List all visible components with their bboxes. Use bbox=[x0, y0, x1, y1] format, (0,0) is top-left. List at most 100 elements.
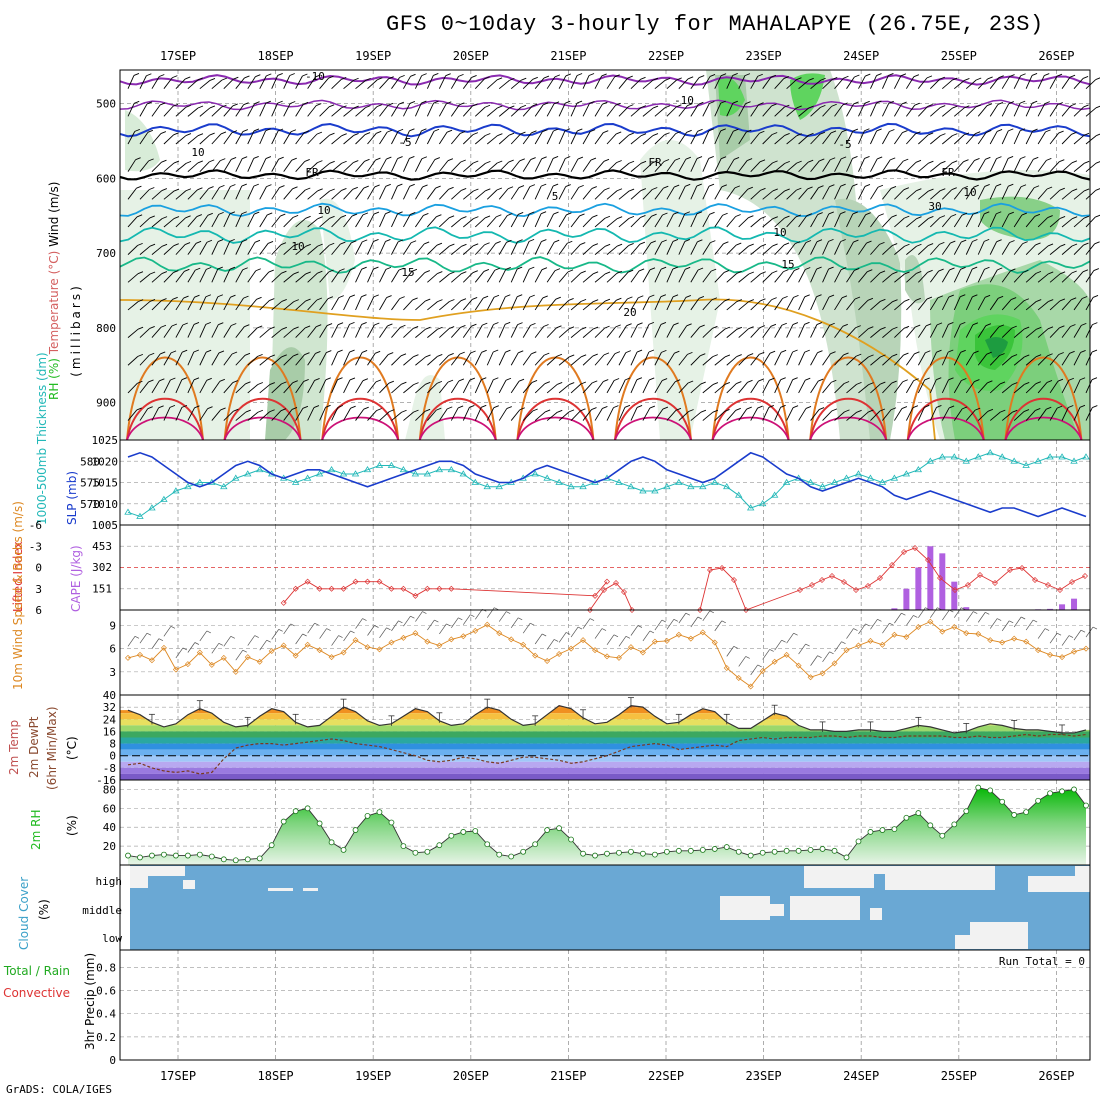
wind10-barb bbox=[355, 618, 363, 629]
wind-barb-flag bbox=[460, 159, 466, 163]
wind-barb bbox=[882, 103, 890, 117]
wind-barb-flag bbox=[771, 297, 777, 301]
data-marks bbox=[119, 70, 1100, 950]
wind-barb bbox=[319, 106, 330, 117]
wind-barb bbox=[630, 243, 641, 255]
date-label-bottom: 20SEP bbox=[453, 1069, 489, 1083]
wind10-barb bbox=[211, 643, 220, 654]
wind-barb bbox=[822, 353, 831, 366]
wind-barb-flag bbox=[997, 295, 1004, 299]
wind-barb bbox=[594, 327, 605, 338]
wind-barb bbox=[906, 190, 917, 200]
wind-barb bbox=[630, 407, 638, 421]
wind-barb bbox=[618, 106, 629, 117]
wind-barb-flag bbox=[1010, 297, 1017, 300]
wind-barb bbox=[894, 381, 904, 394]
wind-barb bbox=[211, 381, 221, 394]
wind-barb bbox=[774, 407, 782, 421]
wind-barb bbox=[989, 326, 1000, 338]
thickness-marker bbox=[639, 487, 647, 494]
wind-barb bbox=[906, 273, 917, 283]
wind-barb bbox=[1001, 185, 1009, 200]
wind-barb bbox=[822, 241, 829, 255]
wind-barb-flag bbox=[1056, 73, 1063, 77]
wind-barb-flag bbox=[1068, 377, 1075, 381]
precip-tick-label: 0.4 bbox=[96, 1008, 116, 1021]
wind-barb bbox=[235, 326, 245, 338]
wind-barb bbox=[1085, 379, 1093, 394]
wind-barb-flag bbox=[505, 267, 511, 270]
wind-barb bbox=[582, 131, 591, 145]
wind-barb bbox=[750, 273, 762, 283]
wind10-barb bbox=[295, 633, 303, 645]
wind-barb-flag bbox=[231, 130, 238, 134]
wind-barb-flag bbox=[817, 350, 823, 354]
wind-barb-flag bbox=[149, 187, 155, 190]
wind-barb bbox=[666, 186, 675, 200]
wind-barb bbox=[941, 407, 950, 421]
wind-barb-flag bbox=[1059, 298, 1066, 302]
wind-barb bbox=[810, 214, 819, 228]
wind-barb bbox=[965, 160, 975, 172]
li-marker bbox=[388, 585, 395, 592]
wind-barb-flag bbox=[1012, 382, 1018, 385]
run-total-label: Run Total = 0 bbox=[999, 955, 1085, 968]
wind10-barb-flag bbox=[386, 627, 391, 631]
wind-barb-flag bbox=[373, 294, 379, 298]
wind-barb bbox=[534, 326, 544, 338]
wind-barb-flag bbox=[529, 294, 535, 298]
wind-barb-flag bbox=[446, 129, 453, 133]
wind-barb bbox=[546, 384, 558, 394]
wind-barb-flag bbox=[472, 297, 478, 300]
wind-barb bbox=[247, 103, 255, 117]
wind-barb bbox=[714, 300, 725, 311]
wind-barb-flag bbox=[1059, 216, 1066, 219]
wind10-marker bbox=[208, 661, 215, 668]
wind-barb bbox=[906, 133, 916, 145]
wind10-marker bbox=[448, 636, 455, 643]
wind-barb-flag bbox=[806, 213, 812, 217]
wind-barb bbox=[822, 132, 832, 145]
wind-barb bbox=[522, 159, 532, 172]
wind-barb bbox=[1049, 354, 1060, 366]
wind-barb bbox=[702, 186, 710, 200]
wind10-barb bbox=[307, 622, 315, 634]
wind-barb bbox=[151, 245, 163, 255]
wind10-barb bbox=[774, 639, 782, 651]
wind-barb bbox=[726, 159, 735, 172]
rh-marker bbox=[244, 856, 251, 863]
wind-barb-flag bbox=[1080, 350, 1086, 353]
wind10-barb bbox=[391, 620, 399, 632]
wind-barb bbox=[965, 186, 975, 200]
thickness-marker bbox=[711, 478, 719, 485]
wind10-barb-flag bbox=[781, 639, 786, 643]
wind10-barb-flag bbox=[1080, 629, 1086, 633]
wind-barb bbox=[175, 271, 185, 283]
wind-barb bbox=[918, 106, 928, 117]
wind-barb bbox=[870, 75, 877, 89]
wind-barb-flag bbox=[892, 326, 898, 330]
rh-shading bbox=[718, 77, 745, 116]
wind-barb bbox=[941, 269, 950, 283]
wind-barb-flag bbox=[194, 294, 200, 298]
rh-marker bbox=[184, 852, 191, 859]
wind-barb bbox=[654, 352, 662, 366]
wind-barb-flag bbox=[736, 299, 743, 302]
wind-barb bbox=[738, 328, 749, 338]
wind-barb bbox=[846, 327, 857, 338]
rh-marker bbox=[628, 848, 634, 855]
wind10-barb bbox=[558, 632, 567, 643]
wind-barb-flag bbox=[877, 184, 884, 188]
rh-marker bbox=[939, 832, 946, 839]
wind-barb bbox=[163, 218, 175, 228]
wind-barb bbox=[486, 351, 494, 366]
contour-label: 30 bbox=[928, 200, 941, 213]
temp-tick-label: 0 bbox=[109, 750, 116, 763]
wind-barb bbox=[175, 244, 186, 255]
wind-barb bbox=[331, 107, 342, 117]
wind-barb-flag bbox=[604, 271, 611, 275]
wind-barb bbox=[738, 355, 749, 366]
wind-barb-flag bbox=[376, 130, 382, 134]
wind-barb-flag bbox=[999, 381, 1006, 385]
thickness-marker bbox=[1070, 457, 1078, 464]
